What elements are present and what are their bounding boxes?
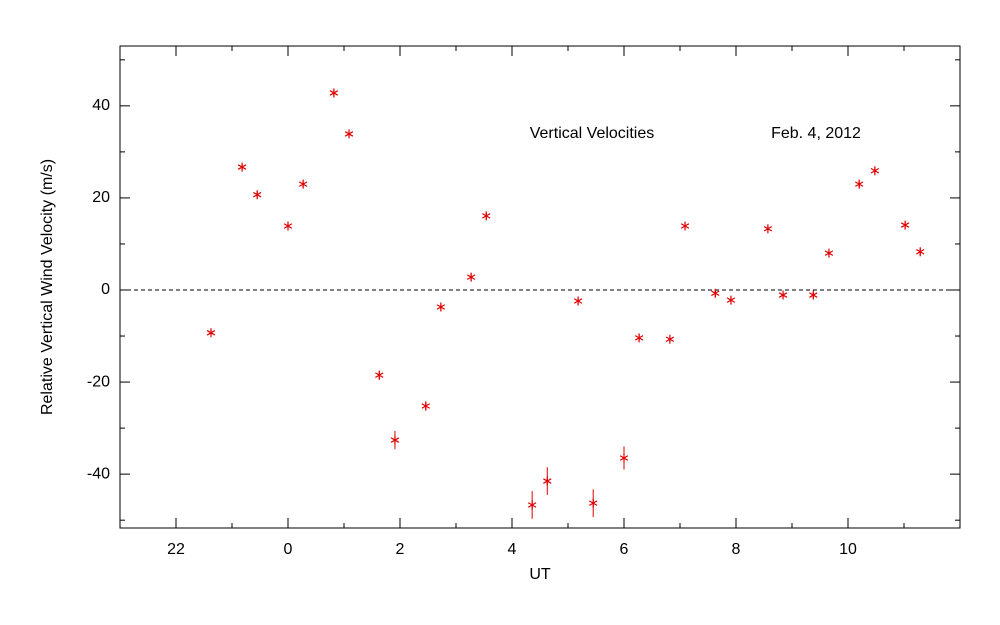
x-tick-label: 2 xyxy=(396,541,405,558)
y-tick-label: -20 xyxy=(87,373,110,390)
data-point xyxy=(680,221,690,231)
data-point xyxy=(589,498,598,508)
x-axis-label: UT xyxy=(529,566,551,583)
data-point xyxy=(253,190,262,200)
x-tick-label: 8 xyxy=(732,541,741,558)
y-tick-label: 0 xyxy=(101,281,110,298)
data-point xyxy=(527,500,537,510)
y-tick-label: 20 xyxy=(92,189,110,206)
data-point xyxy=(763,224,773,234)
data-point xyxy=(634,333,644,343)
data-point xyxy=(206,328,216,338)
data-point xyxy=(329,88,339,98)
data-point xyxy=(283,221,293,231)
y-tick-label: 40 xyxy=(92,97,110,114)
data-point xyxy=(870,166,880,176)
data-point xyxy=(726,295,736,305)
plot-frame xyxy=(119,45,961,529)
x-tick-label: 6 xyxy=(620,541,629,558)
data-point xyxy=(436,302,446,312)
data-point xyxy=(466,272,476,282)
y-axis-label: Relative Vertical Wind Velocity (m/s) xyxy=(39,159,56,415)
data-point xyxy=(298,179,308,189)
data-point xyxy=(809,290,818,300)
data-point xyxy=(711,288,720,298)
data-point xyxy=(619,453,629,463)
x-tick-label: 4 xyxy=(508,541,517,558)
data-point xyxy=(543,476,552,486)
x-tick-label: 10 xyxy=(839,541,857,558)
data-point xyxy=(916,247,925,257)
data-point xyxy=(900,220,910,230)
data-point xyxy=(344,129,354,139)
annotation: Vertical Velocities xyxy=(530,125,655,142)
annotation: Feb. 4, 2012 xyxy=(771,125,861,142)
data-point xyxy=(482,211,491,221)
x-tick-label: 0 xyxy=(284,541,293,558)
data-point xyxy=(778,290,788,300)
data-point xyxy=(665,334,675,344)
data-point xyxy=(824,248,834,258)
x-tick-label: 22 xyxy=(167,541,185,558)
data-point xyxy=(421,401,430,411)
data-point xyxy=(855,179,864,189)
data-point xyxy=(573,296,583,306)
data-point xyxy=(237,162,247,172)
data-point xyxy=(390,435,400,445)
y-tick-label: -40 xyxy=(87,465,110,482)
data-point xyxy=(375,370,384,380)
